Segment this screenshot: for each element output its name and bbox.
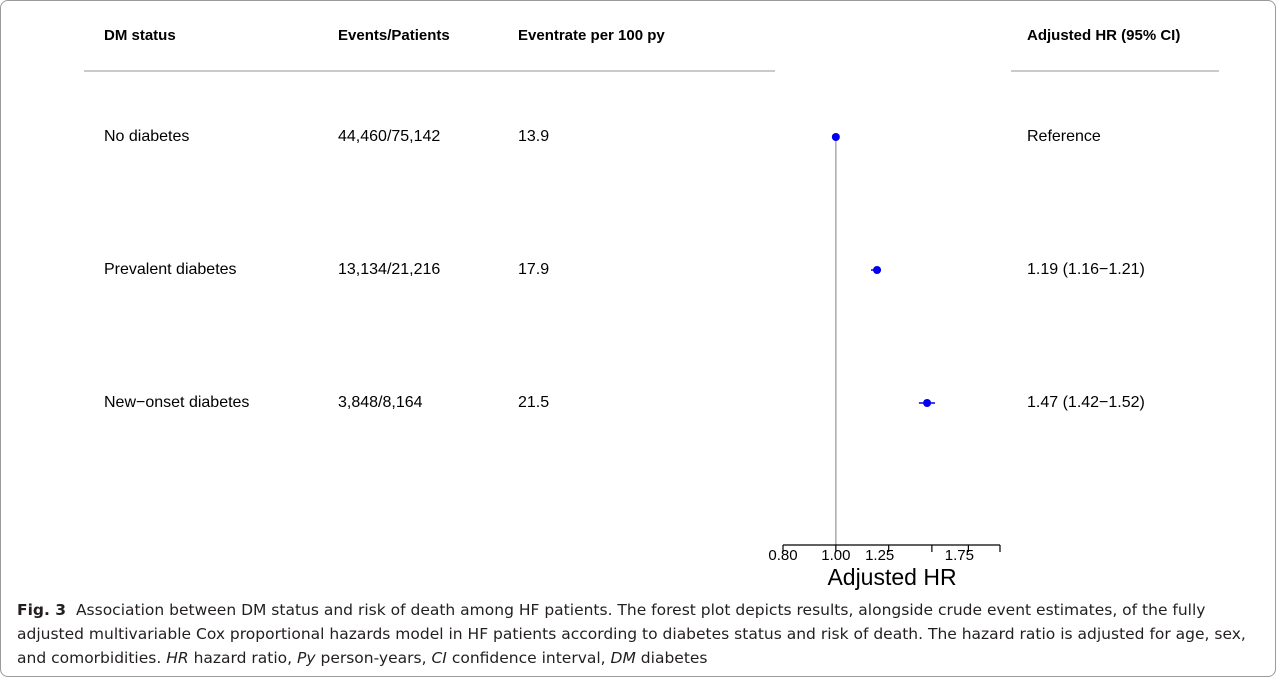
point-estimate <box>873 266 882 274</box>
hr-label: 1.47 (1.42−1.52) <box>1027 394 1145 411</box>
caption-label: Fig. 3 <box>17 601 67 619</box>
abbreviation-term: HR <box>166 649 189 667</box>
abbreviation-term: DM <box>610 649 636 667</box>
column-header: Adjusted HR (95% CI) <box>1027 27 1180 44</box>
events-cell: 3,848/8,164 <box>338 394 423 411</box>
column-header: DM status <box>104 27 176 44</box>
abbreviation-term: Py <box>297 649 316 667</box>
rate-cell: 13.9 <box>518 128 549 145</box>
row-label: Prevalent diabetes <box>104 261 237 278</box>
abbreviation-definition: diabetes <box>640 649 708 667</box>
point-estimate <box>831 133 840 141</box>
abbreviations: HR hazard ratio, Py person-years, CI con… <box>161 649 707 667</box>
abbreviation-definition: person-years, <box>320 649 427 667</box>
rate-cell: 17.9 <box>518 261 549 278</box>
rate-cell: 21.5 <box>518 394 549 411</box>
row-label: No diabetes <box>104 128 189 145</box>
column-header: Eventrate per 100 py <box>518 27 665 44</box>
hr-label: Reference <box>1027 128 1101 145</box>
x-tick-label: 1.25 <box>865 547 894 564</box>
abbreviation-definition: hazard ratio, <box>193 649 293 667</box>
abbreviation-term: CI <box>431 649 447 667</box>
events-cell: 13,134/21,216 <box>338 261 440 278</box>
x-tick-label: 1.75 <box>945 547 974 564</box>
hr-label: 1.19 (1.16−1.21) <box>1027 261 1145 278</box>
x-tick-label: 1.00 <box>821 547 850 564</box>
column-header: Events/Patients <box>338 27 450 44</box>
row-label: New−onset diabetes <box>104 394 249 411</box>
x-axis-label: Adjusted HR <box>827 564 956 590</box>
events-cell: 44,460/75,142 <box>338 128 440 145</box>
point-estimate <box>923 399 932 407</box>
forest-plot: DM status Events/Patients Eventrate per 10… <box>84 27 1219 590</box>
abbreviation-definition: confidence interval, <box>451 649 606 667</box>
caption: Fig. 3 Association between DM status and… <box>17 598 1262 670</box>
caption-text: Association between DM status and risk o… <box>17 601 1246 667</box>
x-tick-label: 0.80 <box>768 547 797 564</box>
